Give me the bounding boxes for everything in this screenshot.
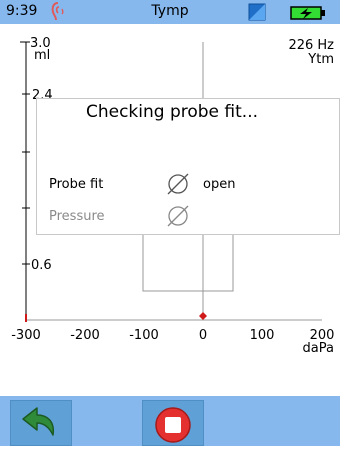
pressure-marker — [199, 312, 207, 320]
stop-icon — [155, 407, 191, 443]
probe-fit-label: Probe fit — [49, 177, 104, 192]
frequency-label: 226 Hz — [288, 38, 334, 53]
empty-set-icon — [167, 205, 189, 227]
normal-range-box — [142, 229, 234, 292]
back-button[interactable] — [10, 400, 72, 446]
x-tick-label: 200 — [310, 328, 335, 343]
y-tick-label: 0.6 — [31, 258, 52, 273]
status-time: 9:39 — [6, 3, 38, 19]
probe-fit-status: open — [203, 177, 236, 192]
app-title: Tymp — [151, 3, 189, 19]
status-bar: 9:39 Tymp — [0, 0, 340, 24]
x-tick-label: 100 — [250, 328, 275, 343]
bottom-toolbar — [0, 396, 340, 446]
y-tick-label: 3.0 — [30, 36, 51, 51]
x-tick-label: 0 — [199, 328, 207, 343]
ear-icon — [51, 2, 64, 21]
x-tick-label: -200 — [70, 328, 100, 343]
stop-button[interactable] — [142, 400, 204, 446]
y-unit-label: ml — [34, 48, 50, 63]
dialog-title: Checking probe fit... — [85, 102, 259, 122]
empty-set-icon — [167, 173, 189, 195]
x-tick-label: -100 — [129, 328, 159, 343]
mode-label: Ytm — [307, 52, 334, 67]
x-unit-label: daPa — [303, 341, 334, 356]
pressure-label: Pressure — [49, 209, 105, 224]
battery-charging-icon — [290, 6, 325, 20]
probe-fit-dialog: Checking probe fit... Probe fit open Pre… — [36, 98, 340, 235]
back-arrow-icon — [22, 407, 55, 436]
window-icon — [248, 3, 266, 21]
x-tick-label: -300 — [11, 328, 41, 343]
